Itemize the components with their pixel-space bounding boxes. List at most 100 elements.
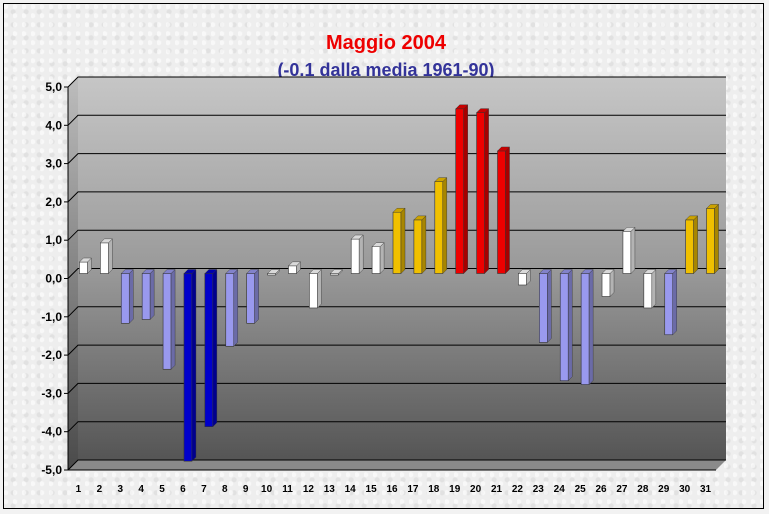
bar-side <box>714 203 719 274</box>
gridline <box>67 153 726 164</box>
bar-side <box>358 234 364 274</box>
gridline <box>67 306 726 318</box>
bar-side <box>672 269 677 336</box>
x-tick-label: 14 <box>345 484 357 495</box>
x-tick-label: 16 <box>386 484 398 495</box>
bar <box>434 181 444 274</box>
bar-top <box>183 269 197 274</box>
bar <box>518 273 527 286</box>
x-tick-label: 20 <box>470 484 482 495</box>
bar <box>79 261 88 274</box>
bar <box>141 273 151 320</box>
bar-top <box>538 269 552 274</box>
bar-top <box>308 269 322 274</box>
bar-top <box>413 215 427 221</box>
bar <box>706 208 715 274</box>
gridline <box>67 382 726 394</box>
bar <box>392 211 402 274</box>
bar-top <box>141 269 155 274</box>
x-tick-label: 15 <box>366 484 378 495</box>
bar-top <box>559 269 573 274</box>
y-tick-label: -5,0 <box>41 463 62 477</box>
x-tick-label: 23 <box>533 484 545 495</box>
bar-top <box>497 146 510 152</box>
bar <box>601 273 611 297</box>
bar-side <box>108 238 113 274</box>
gridline <box>67 229 726 241</box>
plot-floor <box>68 460 726 470</box>
bar-top <box>162 269 176 274</box>
bar <box>162 273 172 370</box>
bar <box>120 273 130 324</box>
y-tick-label: 4,0 <box>45 118 62 132</box>
bar-top <box>580 269 594 274</box>
y-tick-label: 2,0 <box>45 195 62 209</box>
bar-side <box>630 226 636 274</box>
y-tick-label: 0,0 <box>45 272 62 286</box>
bar-top <box>78 257 92 263</box>
bar-top <box>204 269 218 274</box>
bar <box>413 219 423 274</box>
bar-side <box>317 269 322 309</box>
bar-side <box>170 269 176 370</box>
y-tick-label: 3,0 <box>45 157 62 171</box>
x-tick-label: 28 <box>637 484 649 495</box>
y-tick-label: 5,0 <box>45 80 62 94</box>
bar-side <box>442 177 448 274</box>
bar <box>225 273 235 347</box>
gridline <box>67 76 726 88</box>
x-tick-label: 10 <box>261 484 273 495</box>
x-tick-label: 2 <box>97 484 103 495</box>
bar-top <box>329 269 343 274</box>
bar <box>329 273 339 276</box>
bar-top <box>622 227 636 232</box>
bar-side <box>212 269 218 428</box>
x-tick-label: 11 <box>282 484 293 495</box>
y-tick-label: -4,0 <box>41 425 62 439</box>
bar-top <box>246 269 260 274</box>
bar-top <box>288 261 301 267</box>
bar-side <box>129 269 134 324</box>
plot-area: 5,04,03,02,01,00,0-1,0-2,0-3,0-4,0-5,01 2… <box>41 76 726 495</box>
bar <box>288 265 297 274</box>
bar-side <box>588 269 594 386</box>
x-tick-label: 12 <box>303 484 315 495</box>
bar-top <box>225 269 239 274</box>
bar <box>267 273 276 276</box>
bar-top <box>685 215 699 221</box>
bar <box>371 246 381 274</box>
bar <box>539 273 548 343</box>
bar-side <box>547 269 552 343</box>
gridline <box>67 421 726 433</box>
bar-side <box>484 108 489 274</box>
x-tick-label: 18 <box>428 484 440 495</box>
bar-top <box>434 177 448 182</box>
x-tick-label: 29 <box>658 484 670 495</box>
bar <box>476 112 485 274</box>
y-tick-label: -1,0 <box>41 310 62 324</box>
bar-side <box>400 207 406 274</box>
x-tick-label: 7 <box>201 484 207 495</box>
bar-top <box>371 242 385 247</box>
chart-subtitle: (-0.1 dalla media 1961-90) <box>277 60 494 80</box>
bar-top <box>517 269 531 274</box>
x-tick-label: 9 <box>243 484 249 495</box>
chart-title: Maggio 2004 <box>326 32 447 54</box>
bar-side <box>505 146 510 274</box>
bar-top <box>99 238 113 244</box>
bar <box>100 242 109 274</box>
x-tick-label: 26 <box>595 484 607 495</box>
bar-side <box>693 215 698 274</box>
bar-side <box>149 269 155 320</box>
bar <box>309 273 318 309</box>
gridline <box>67 114 726 126</box>
bar-side <box>568 269 573 382</box>
bar-top <box>120 269 134 274</box>
bar-top <box>664 269 678 274</box>
chart-frame: Maggio 2004 (-0.1 dalla media 1961-90) 5… <box>3 3 764 509</box>
chart: Maggio 2004 (-0.1 dalla media 1961-90) 5… <box>41 32 726 495</box>
bar-side <box>463 104 468 274</box>
bar-side <box>191 269 197 462</box>
bar-top <box>350 234 364 240</box>
x-tick-label: 5 <box>159 484 165 495</box>
